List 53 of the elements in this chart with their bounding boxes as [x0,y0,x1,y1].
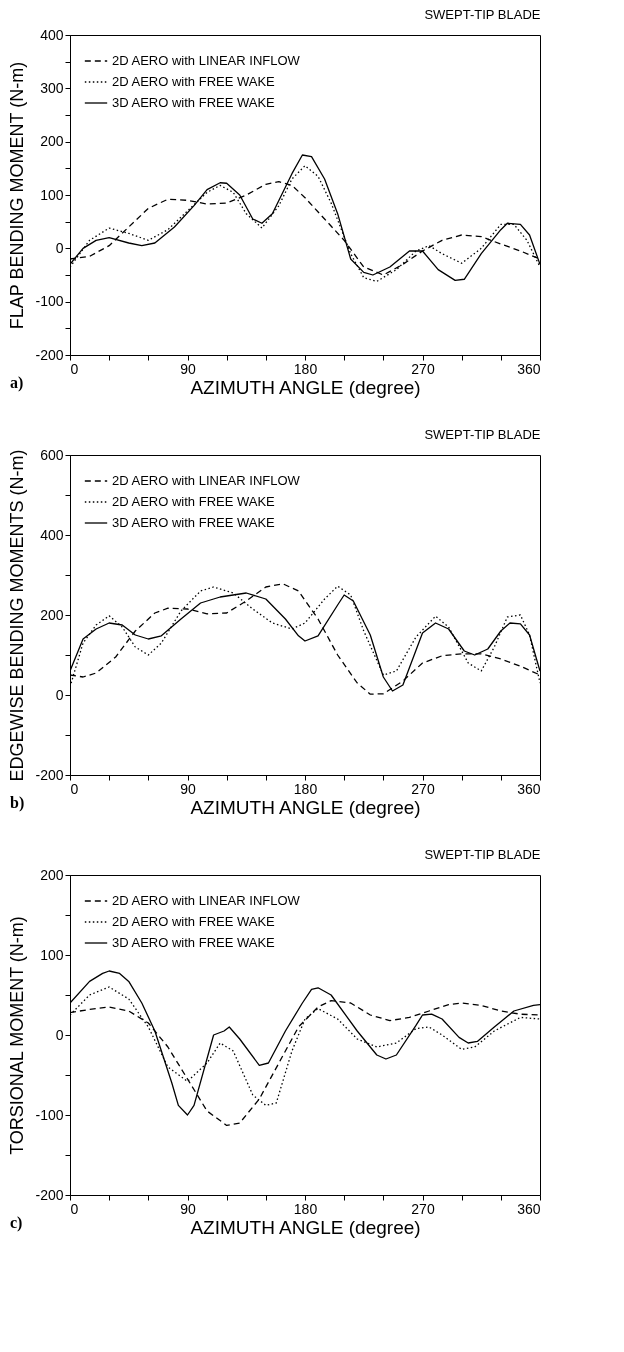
x-tick-label: 0 [70,1200,79,1217]
x-tick-label: 360 [517,360,541,377]
legend-label: 2D AERO with FREE WAKE [112,494,276,509]
legend-label: 2D AERO with LINEAR INFLOW [112,53,301,68]
y-tick-label: 600 [40,446,64,463]
y-tick-label: 200 [40,866,64,883]
y-tick-label: -200 [35,766,64,783]
y-axis-title: FLAP BENDING MOMENT (N-m) [7,61,28,330]
y-tick-label: 0 [55,239,64,256]
y-tick-label: 400 [40,526,64,543]
y-tick-label: 0 [55,686,64,703]
y-axis-title: EDGEWISE BENDING MOMENTS (N-m) [7,449,28,782]
x-tick-label: 90 [180,780,196,797]
y-tick-label: 100 [40,946,64,963]
x-tick-label: 90 [180,1200,196,1217]
x-tick-label: 90 [180,360,196,377]
y-tick-label: -200 [35,1186,64,1203]
legend-label: 3D AERO with FREE WAKE [112,935,276,950]
chart-title: SWEPT-TIP BLADE [424,7,541,22]
y-tick-label: -100 [35,1106,64,1123]
x-tick-label: 0 [70,780,79,797]
x-tick-label: 270 [411,780,435,797]
x-tick-label: 0 [70,360,79,377]
y-tick-label: 0 [55,1026,64,1043]
x-axis-title: AZIMUTH ANGLE (degree) [190,1216,421,1238]
chart-title: SWEPT-TIP BLADE [424,847,541,862]
x-tick-label: 180 [293,1200,318,1217]
legend-label: 2D AERO with FREE WAKE [112,914,276,929]
text: b) [10,794,25,812]
x-tick-label: 180 [293,360,318,377]
legend-label: 3D AERO with FREE WAKE [112,95,276,110]
x-tick-label: 270 [411,360,435,377]
legend-label: 2D AERO with LINEAR INFLOW [112,893,301,908]
y-tick-label: 200 [40,133,64,150]
legend-label: 2D AERO with LINEAR INFLOW [112,473,301,488]
x-tick-label: 360 [517,1200,541,1217]
x-tick-label: 360 [517,780,541,797]
text: a) [10,374,24,392]
y-tick-label: 300 [40,79,64,96]
legend-label: 2D AERO with FREE WAKE [112,74,276,89]
x-tick-label: 180 [293,780,318,797]
x-tick-label: 270 [411,1200,435,1217]
y-axis-title: TORSIONAL MOMENT (N-m) [7,916,28,1155]
y-tick-label: -200 [35,346,64,363]
y-tick-label: 400 [40,26,64,43]
x-axis-title: AZIMUTH ANGLE (degree) [190,796,421,818]
text: c) [10,1214,23,1232]
chart-title: SWEPT-TIP BLADE [424,427,541,442]
y-tick-label: -100 [35,293,64,310]
x-axis-title: AZIMUTH ANGLE (degree) [190,376,421,398]
y-tick-label: 100 [40,186,64,203]
legend-label: 3D AERO with FREE WAKE [112,515,276,530]
y-tick-label: 200 [40,606,64,623]
